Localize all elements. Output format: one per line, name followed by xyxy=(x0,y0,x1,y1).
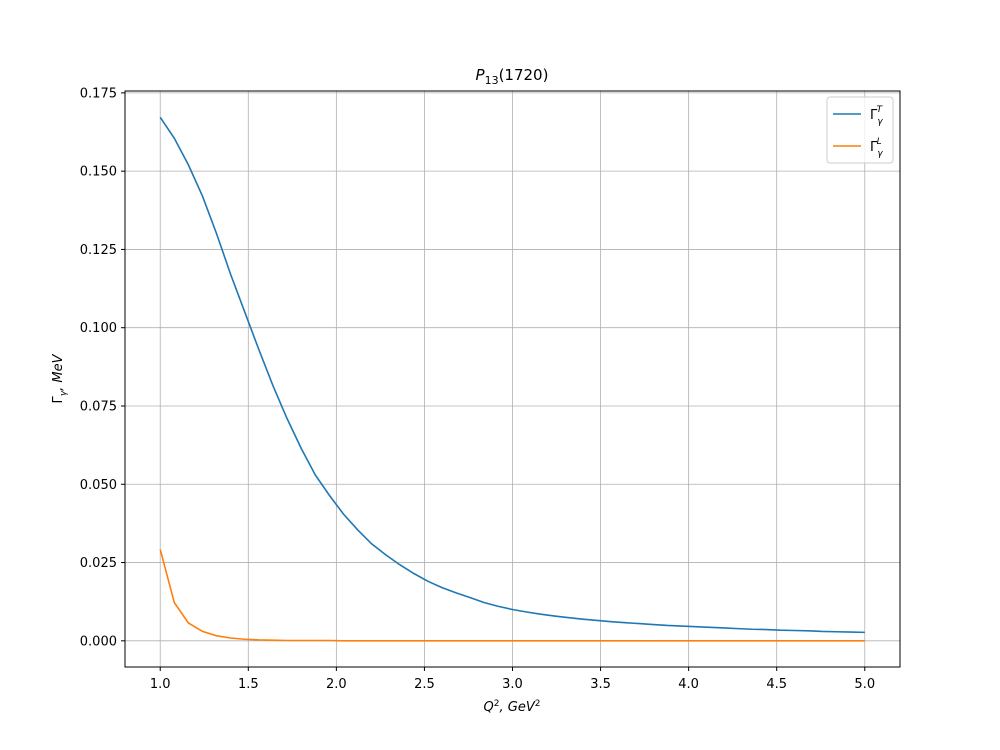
legend-label-sup: L xyxy=(877,137,882,147)
plot-frame xyxy=(124,90,901,668)
x-axis-label: Q2, GeV2 xyxy=(484,699,541,715)
legend-label-sub: γ xyxy=(877,117,883,127)
legend-box xyxy=(826,96,894,164)
legend-label-part: Γ xyxy=(870,108,878,123)
y-tick-label: 0.025 xyxy=(80,556,117,571)
y-tick-label: 0.150 xyxy=(80,165,117,180)
legend-label-part: Γ xyxy=(870,140,878,155)
y-tick-label: 0.050 xyxy=(80,478,117,493)
legend-label: ΓγT xyxy=(870,105,884,127)
x-tick-label: 1.0 xyxy=(150,677,171,692)
y-tick-label: 0.000 xyxy=(80,634,117,649)
y-tick-label: 0.100 xyxy=(80,321,117,336)
x-tick-label: 4.0 xyxy=(678,677,699,692)
series-line xyxy=(159,549,865,642)
x-tick-label: 3.5 xyxy=(590,677,611,692)
x-tick-label: 2.5 xyxy=(414,677,435,692)
legend-label-sub: γ xyxy=(877,149,883,159)
legend-label: ΓγL xyxy=(870,137,883,159)
x-tick-label: 5.0 xyxy=(854,677,875,692)
series-line xyxy=(159,116,865,634)
legend-label-sup: T xyxy=(877,105,884,115)
x-tick-label: 4.5 xyxy=(766,677,787,692)
y-axis-label: Γγ, MeV xyxy=(51,353,69,403)
x-tick-label: 3.0 xyxy=(502,677,523,692)
y-tick-label: 0.075 xyxy=(80,399,117,414)
y-tick-label: 0.125 xyxy=(80,243,117,258)
x-tick-label: 1.5 xyxy=(238,677,259,692)
chart-title: P13(1720) xyxy=(476,66,549,87)
y-tick-label: 0.175 xyxy=(80,86,117,101)
x-tick-label: 2.0 xyxy=(326,677,347,692)
